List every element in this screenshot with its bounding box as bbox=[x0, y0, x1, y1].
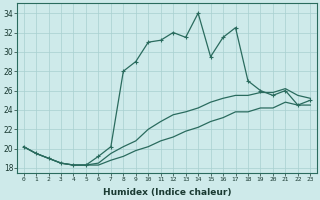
X-axis label: Humidex (Indice chaleur): Humidex (Indice chaleur) bbox=[103, 188, 231, 197]
